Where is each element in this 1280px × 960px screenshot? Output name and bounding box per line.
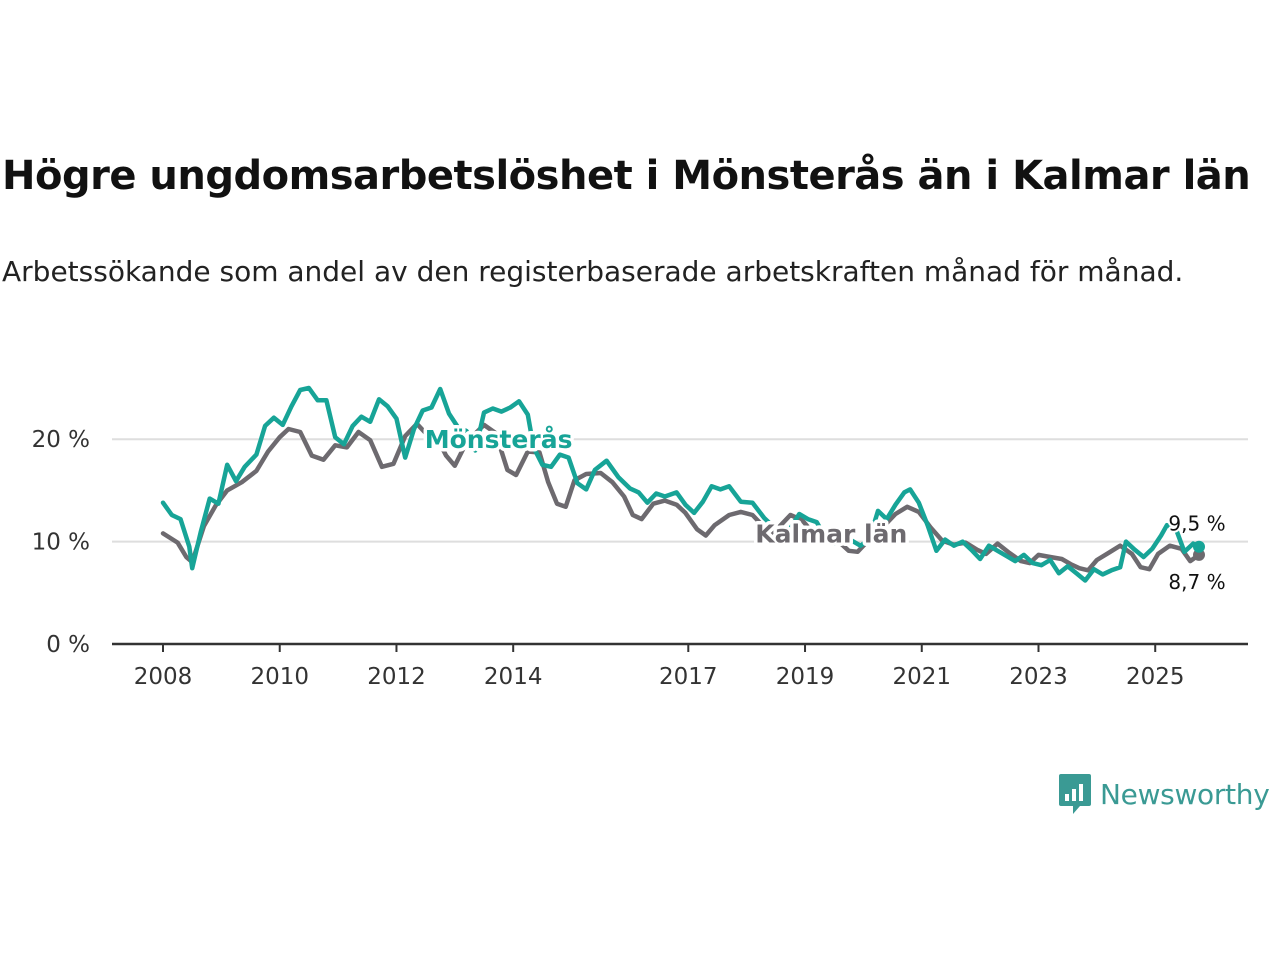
chart-subtitle: Arbetssökande som andel av den registerb… <box>2 255 1184 288</box>
end-value-label-monsteras: 9,5 % <box>1168 512 1225 536</box>
end-value-label-kalmar-lan: 8,7 % <box>1168 570 1225 594</box>
x-axis: 0 % 10 % 20 % 2008 2010 2012 2014 2017 2019 2021 2… <box>32 427 1248 690</box>
series-end-point-m-nster-s <box>1193 540 1205 553</box>
x-tick-label: 2019 <box>776 664 835 690</box>
grid-lines <box>112 438 1248 543</box>
series-name-label: Kalmar län <box>755 519 907 548</box>
newsworthy-logo-icon <box>1059 774 1091 814</box>
series-line-kalmar-l-n <box>160 421 1202 573</box>
x-tick-label: 2008 <box>134 664 193 690</box>
line-chart: 0 % 10 % 20 % 2008 2010 2012 2014 2017 2019 2021 2… <box>32 385 1248 690</box>
newsworthy-logo: Newsworthy <box>1058 772 1270 816</box>
x-tick-label: 2010 <box>250 664 309 690</box>
chart-title: Högre ungdomsarbetslöshet i Mönsterås än… <box>2 153 1251 199</box>
x-tick-label: 2023 <box>1009 664 1068 690</box>
series-name-label: Mönsterås <box>425 425 573 454</box>
chart-labels: Mönsterås Kalmar län 9,5 % 8,7 % <box>421 422 1227 596</box>
y-tick-label: 20 % <box>32 427 90 453</box>
series-line-m-nster-s <box>160 385 1202 583</box>
y-tick-label: 0 % <box>46 632 90 658</box>
x-tick-label: 2012 <box>367 664 426 690</box>
series-lines <box>160 385 1205 583</box>
x-tick-label: 2014 <box>484 664 543 690</box>
x-tick-label: 2017 <box>659 664 718 690</box>
x-tick-label: 2021 <box>892 664 951 690</box>
y-tick-label: 10 % <box>32 530 90 556</box>
x-tick-label: 2025 <box>1126 664 1185 690</box>
newsworthy-brand-name: Newsworthy <box>1100 777 1270 811</box>
